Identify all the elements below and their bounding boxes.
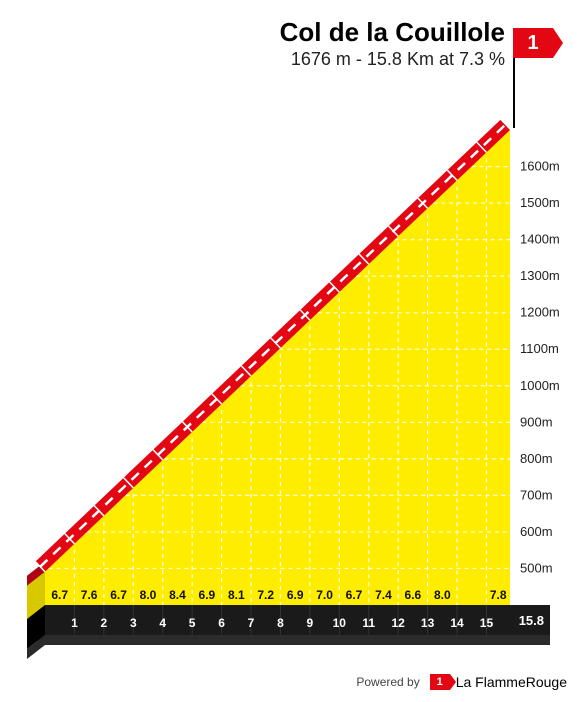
svg-text:14: 14 (450, 616, 464, 630)
footer-flag-icon: 1 (430, 674, 450, 690)
svg-text:6.6: 6.6 (405, 588, 422, 602)
svg-text:1600m: 1600m (520, 159, 560, 174)
svg-text:6.9: 6.9 (287, 588, 304, 602)
svg-text:1200m: 1200m (520, 305, 560, 320)
svg-text:7.8: 7.8 (490, 588, 507, 602)
svg-text:13: 13 (421, 616, 435, 630)
svg-text:3: 3 (130, 616, 137, 630)
svg-text:1300m: 1300m (520, 268, 560, 283)
svg-text:10: 10 (333, 616, 347, 630)
svg-text:11: 11 (362, 616, 375, 630)
svg-text:500m: 500m (520, 560, 553, 575)
svg-text:8.1: 8.1 (228, 588, 245, 602)
svg-text:1: 1 (71, 616, 78, 630)
svg-text:8: 8 (277, 616, 284, 630)
svg-text:7.6: 7.6 (81, 588, 98, 602)
svg-text:6.9: 6.9 (199, 588, 216, 602)
svg-text:6.7: 6.7 (51, 588, 68, 602)
svg-text:800m: 800m (520, 451, 553, 466)
svg-text:1100m: 1100m (520, 341, 559, 356)
svg-text:7: 7 (248, 616, 255, 630)
svg-text:6.7: 6.7 (346, 588, 363, 602)
svg-text:8.0: 8.0 (140, 588, 157, 602)
svg-text:6.7: 6.7 (110, 588, 127, 602)
svg-text:1000m: 1000m (520, 378, 560, 393)
svg-text:2: 2 (101, 616, 108, 630)
footer: Powered by 1 La FlammeRouge (356, 674, 567, 690)
svg-text:9: 9 (307, 616, 314, 630)
elevation-profile-chart: 500m 600m 700m 800m 900m 1000m 1100m 1200m 1300m… (0, 0, 585, 702)
svg-text:15.8: 15.8 (519, 613, 544, 628)
footer-brand: La FlammeRouge (456, 674, 567, 690)
svg-text:1400m: 1400m (520, 232, 560, 247)
svg-text:900m: 900m (520, 414, 553, 429)
svg-text:5: 5 (189, 616, 196, 630)
footer-powered: Powered by (356, 675, 419, 689)
svg-text:15: 15 (480, 616, 494, 630)
svg-text:12: 12 (391, 616, 405, 630)
svg-text:7.2: 7.2 (257, 588, 274, 602)
svg-text:8.4: 8.4 (169, 588, 186, 602)
svg-text:7.0: 7.0 (316, 588, 333, 602)
svg-text:600m: 600m (520, 524, 553, 539)
svg-text:7.4: 7.4 (375, 588, 392, 602)
svg-text:1500m: 1500m (520, 195, 560, 210)
svg-text:700m: 700m (520, 487, 553, 502)
svg-text:8.0: 8.0 (434, 588, 451, 602)
svg-text:6: 6 (218, 616, 225, 630)
svg-text:4: 4 (159, 616, 166, 630)
